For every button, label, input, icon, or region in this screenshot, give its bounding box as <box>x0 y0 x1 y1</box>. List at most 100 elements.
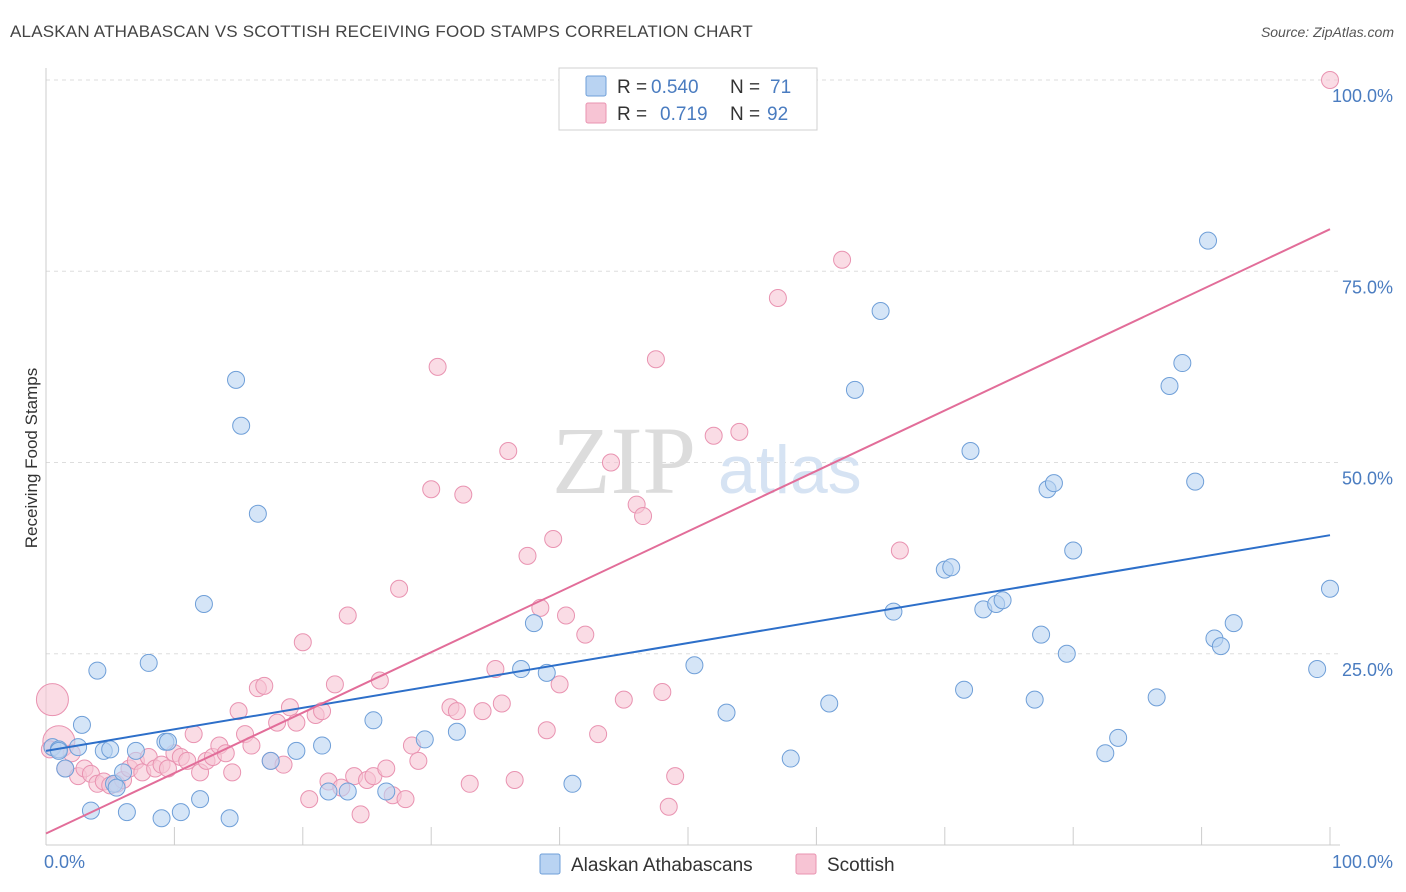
bottom-legend-label-scottish: Scottish <box>827 855 895 876</box>
scottish-point <box>589 725 608 744</box>
scottish-point <box>351 805 370 824</box>
scottish-point <box>184 725 203 744</box>
x-tick-label-min: 0.0% <box>44 852 85 872</box>
scottish-point <box>614 690 633 709</box>
athabascan-point <box>114 763 133 782</box>
athabascan-point <box>117 803 136 822</box>
watermark-zip: ZIP <box>552 407 696 514</box>
scottish-point <box>223 763 242 782</box>
athabascan-point <box>88 661 107 680</box>
scottish-point <box>460 774 479 793</box>
scottish-point <box>325 675 344 694</box>
athabascan-point <box>158 732 177 751</box>
scottish-point <box>338 606 357 625</box>
athabascan-trend-line <box>45 534 1331 752</box>
scottish-point <box>377 759 396 778</box>
scottish-point <box>666 767 685 786</box>
scottish-point <box>505 770 524 789</box>
athabascan-point <box>152 809 171 828</box>
athabascan-point <box>171 803 190 822</box>
scottish-point <box>833 250 852 269</box>
athabascan-point <box>1186 472 1205 491</box>
athabascan-point <box>1109 728 1128 747</box>
scottish-point <box>768 289 787 308</box>
chart-title: ALASKAN ATHABASCAN VS SCOTTISH RECEIVING… <box>10 22 753 41</box>
legend-r-value-2: 0.719 <box>660 104 708 125</box>
athabascan-point <box>139 653 158 672</box>
athabascan-point <box>845 380 864 399</box>
scottish-point <box>492 694 511 713</box>
legend-n-label-1: N = <box>730 77 760 98</box>
athabascan-point <box>820 694 839 713</box>
athabascan-point <box>101 740 120 759</box>
athabascan-point <box>1211 637 1230 656</box>
scottish-point <box>518 546 537 565</box>
athabascan-point <box>1199 231 1218 250</box>
scottish-point <box>280 698 299 717</box>
scottish-point <box>293 633 312 652</box>
source-credit: Source: ZipAtlas.com <box>1260 24 1394 40</box>
legend-r-value-1: 0.540 <box>651 77 699 98</box>
athabascan-point <box>56 759 75 778</box>
athabascan-point <box>1025 690 1044 709</box>
athabascan-point <box>884 602 903 621</box>
athabascan-point <box>261 751 280 770</box>
legend-swatch-blue <box>585 75 607 97</box>
athabascan-point <box>961 442 980 461</box>
scottish-point <box>255 676 274 695</box>
scottish-point <box>550 675 569 694</box>
scottish-point <box>396 790 415 809</box>
scottish-point <box>730 422 749 441</box>
scottish-point <box>447 702 466 721</box>
athabascan-point <box>537 663 556 682</box>
legend-r-label-2: R = <box>617 104 647 125</box>
scottish-point <box>634 507 653 526</box>
athabascan-point <box>942 558 961 577</box>
scottish-point <box>390 579 409 598</box>
athabascan-point <box>126 741 145 760</box>
athabascan-points <box>43 231 1339 828</box>
scottish-point <box>537 721 556 740</box>
athabascan-point <box>232 416 251 435</box>
scottish-point <box>409 751 428 770</box>
bottom-legend-swatch-pink <box>795 853 817 875</box>
bottom-legend-swatch-blue <box>539 853 561 875</box>
athabascan-point <box>287 741 306 760</box>
legend-n-value-1: 71 <box>770 77 791 98</box>
scottish-point <box>35 683 69 717</box>
athabascan-point <box>955 680 974 699</box>
watermark: ZIP atlas <box>552 407 862 514</box>
scottish-point <box>890 541 909 560</box>
scottish-point <box>653 683 672 701</box>
athabascan-point <box>1032 625 1051 644</box>
scottish-point <box>229 702 248 721</box>
y-tick-label: 75.0% <box>1342 277 1393 297</box>
athabascan-point <box>1160 377 1179 395</box>
x-tick-label-max: 100.0% <box>1332 852 1393 872</box>
bottom-legend: Alaskan Athabascans Scottish <box>539 853 895 876</box>
athabascan-point <box>1044 474 1063 493</box>
athabascan-point <box>49 741 68 760</box>
scottish-point <box>300 790 319 809</box>
scottish-point <box>1321 71 1339 89</box>
athabascan-point <box>1321 579 1339 598</box>
trend-lines <box>45 228 1331 835</box>
athabascan-point <box>319 782 338 801</box>
legend-n-label-2: N = <box>730 104 760 125</box>
y-tick-label: 50.0% <box>1342 469 1393 489</box>
athabascan-point <box>993 591 1012 610</box>
scottish-point <box>601 453 620 472</box>
y-tick-label: 25.0% <box>1342 660 1393 680</box>
scottish-point <box>499 442 518 461</box>
scottish-point <box>576 625 595 644</box>
scottish-point <box>473 702 492 721</box>
scottish-point <box>557 606 576 625</box>
athabascan-point <box>72 715 91 734</box>
bottom-legend-label-athabascans: Alaskan Athabascans <box>571 855 753 876</box>
grid-lines <box>46 79 1340 655</box>
athabascan-point <box>377 782 396 801</box>
watermark-atlas: atlas <box>718 432 862 508</box>
scottish-point <box>422 480 441 499</box>
tick-labels: 25.0% 50.0% 75.0% 100.0% 0.0% 100.0% <box>44 86 1393 872</box>
